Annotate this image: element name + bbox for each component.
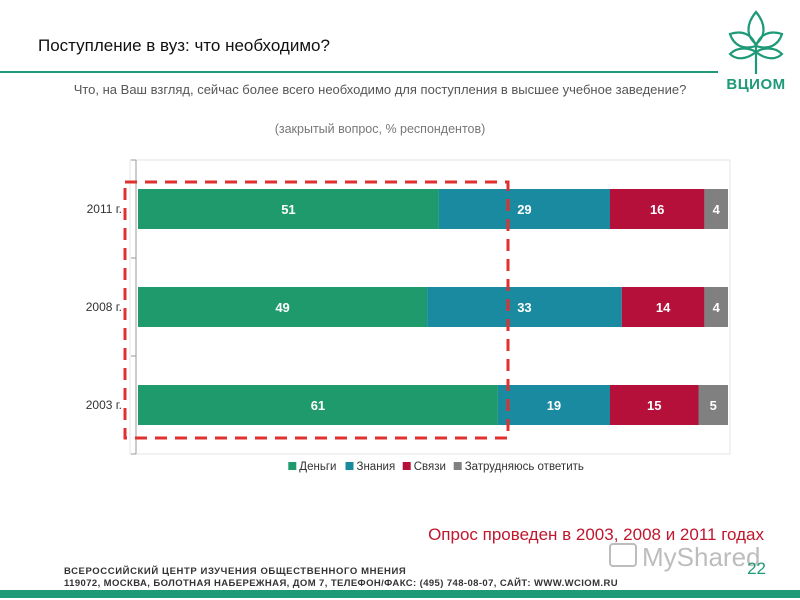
page-number: 22 <box>747 559 766 578</box>
legend-swatch <box>402 462 411 470</box>
data-label: 49 <box>275 300 289 315</box>
category-label: 2003 г. <box>86 398 122 412</box>
data-label: 14 <box>656 300 671 315</box>
watermark-icon <box>609 543 637 567</box>
legend-swatch <box>345 462 354 470</box>
footer-address: 119072, МОСКВА, БОЛОТНАЯ НАБЕРЕЖНАЯ, ДОМ… <box>64 578 618 589</box>
survey-question: Что, на Ваш взгляд, сейчас более всего н… <box>73 82 687 97</box>
survey-years-note: Опрос проведен в 2003, 2008 и 2011 годах <box>428 525 764 544</box>
legend-label: Связи <box>414 461 446 473</box>
category-label: 2008 г. <box>86 300 122 314</box>
data-label: 29 <box>517 202 531 217</box>
bar-segment <box>698 385 728 425</box>
category-label: 2011 г. <box>87 202 122 216</box>
wciom-logo: ВЦИОМ <box>716 4 796 96</box>
data-label: 61 <box>311 398 325 413</box>
watermark-text: MyShared <box>642 542 761 572</box>
bar-segment <box>427 287 622 327</box>
title-divider <box>0 71 718 73</box>
watermark: MyShared <box>609 542 761 572</box>
legend-label: Деньги <box>299 461 336 473</box>
legend-swatch <box>453 462 462 470</box>
bar-segment <box>610 385 699 425</box>
legend-swatch <box>288 462 297 470</box>
bar-segment <box>610 189 705 229</box>
legend-label: Знания <box>357 461 396 473</box>
bar-segment <box>138 287 428 327</box>
question-subtitle: (закрытый вопрос, % респондентов) <box>274 122 486 136</box>
bar-segment <box>704 287 728 327</box>
bar-segment <box>704 189 728 229</box>
data-label: 33 <box>517 300 531 315</box>
footer-bar <box>0 590 800 598</box>
legend-label: Затрудняюсь ответить <box>465 461 584 473</box>
bar-segment <box>138 189 439 229</box>
data-label: 16 <box>650 202 664 217</box>
plot-frame <box>129 159 731 455</box>
bar-segment <box>621 287 705 327</box>
bar-segment <box>438 189 610 229</box>
bar-segment <box>138 385 498 425</box>
footer-organization: ВСЕРОССИЙСКИЙ ЦЕНТР ИЗУЧЕНИЯ ОБЩЕСТВЕННО… <box>64 566 407 577</box>
slide-title: Поступление в вуз: что необходимо? <box>38 36 330 55</box>
bar-segment <box>497 385 610 425</box>
highlight-box <box>123 180 510 440</box>
data-label: 15 <box>647 398 661 413</box>
data-label: 51 <box>281 202 295 217</box>
data-label: 4 <box>713 300 721 315</box>
logo-text: ВЦИОМ <box>726 76 786 93</box>
data-label: 4 <box>713 202 721 217</box>
data-label: 19 <box>547 398 561 413</box>
tree-logo-icon <box>728 10 784 74</box>
data-label: 5 <box>710 398 717 413</box>
